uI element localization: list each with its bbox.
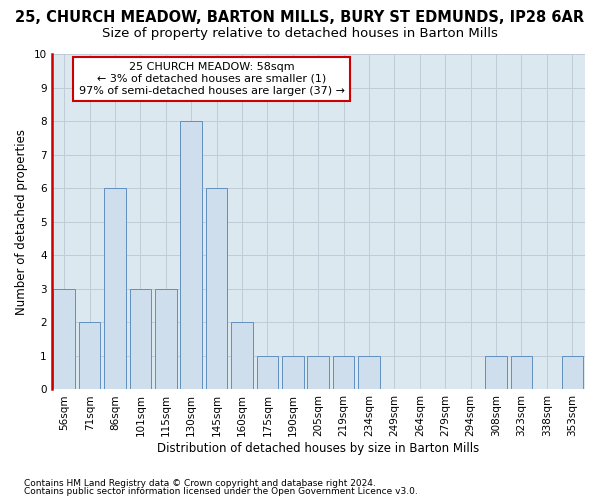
Bar [181,121,202,390]
Text: Contains HM Land Registry data © Crown copyright and database right 2024.: Contains HM Land Registry data © Crown c… [24,478,376,488]
Bar [307,356,329,390]
Bar [130,289,151,390]
Text: 25, CHURCH MEADOW, BARTON MILLS, BURY ST EDMUNDS, IP28 6AR: 25, CHURCH MEADOW, BARTON MILLS, BURY ST… [16,10,584,25]
Bar [231,322,253,390]
Bar [511,356,532,390]
Bar [79,322,100,390]
Bar [358,356,380,390]
Text: Contains public sector information licensed under the Open Government Licence v3: Contains public sector information licen… [24,487,418,496]
Bar [104,188,126,390]
Bar [485,356,507,390]
Text: 25 CHURCH MEADOW: 58sqm
← 3% of detached houses are smaller (1)
97% of semi-deta: 25 CHURCH MEADOW: 58sqm ← 3% of detached… [79,62,344,96]
Bar [155,289,176,390]
Bar [562,356,583,390]
X-axis label: Distribution of detached houses by size in Barton Mills: Distribution of detached houses by size … [157,442,479,455]
Y-axis label: Number of detached properties: Number of detached properties [15,128,28,314]
Bar [333,356,355,390]
Bar [206,188,227,390]
Bar [282,356,304,390]
Bar [53,289,75,390]
Text: Size of property relative to detached houses in Barton Mills: Size of property relative to detached ho… [102,28,498,40]
Bar [257,356,278,390]
